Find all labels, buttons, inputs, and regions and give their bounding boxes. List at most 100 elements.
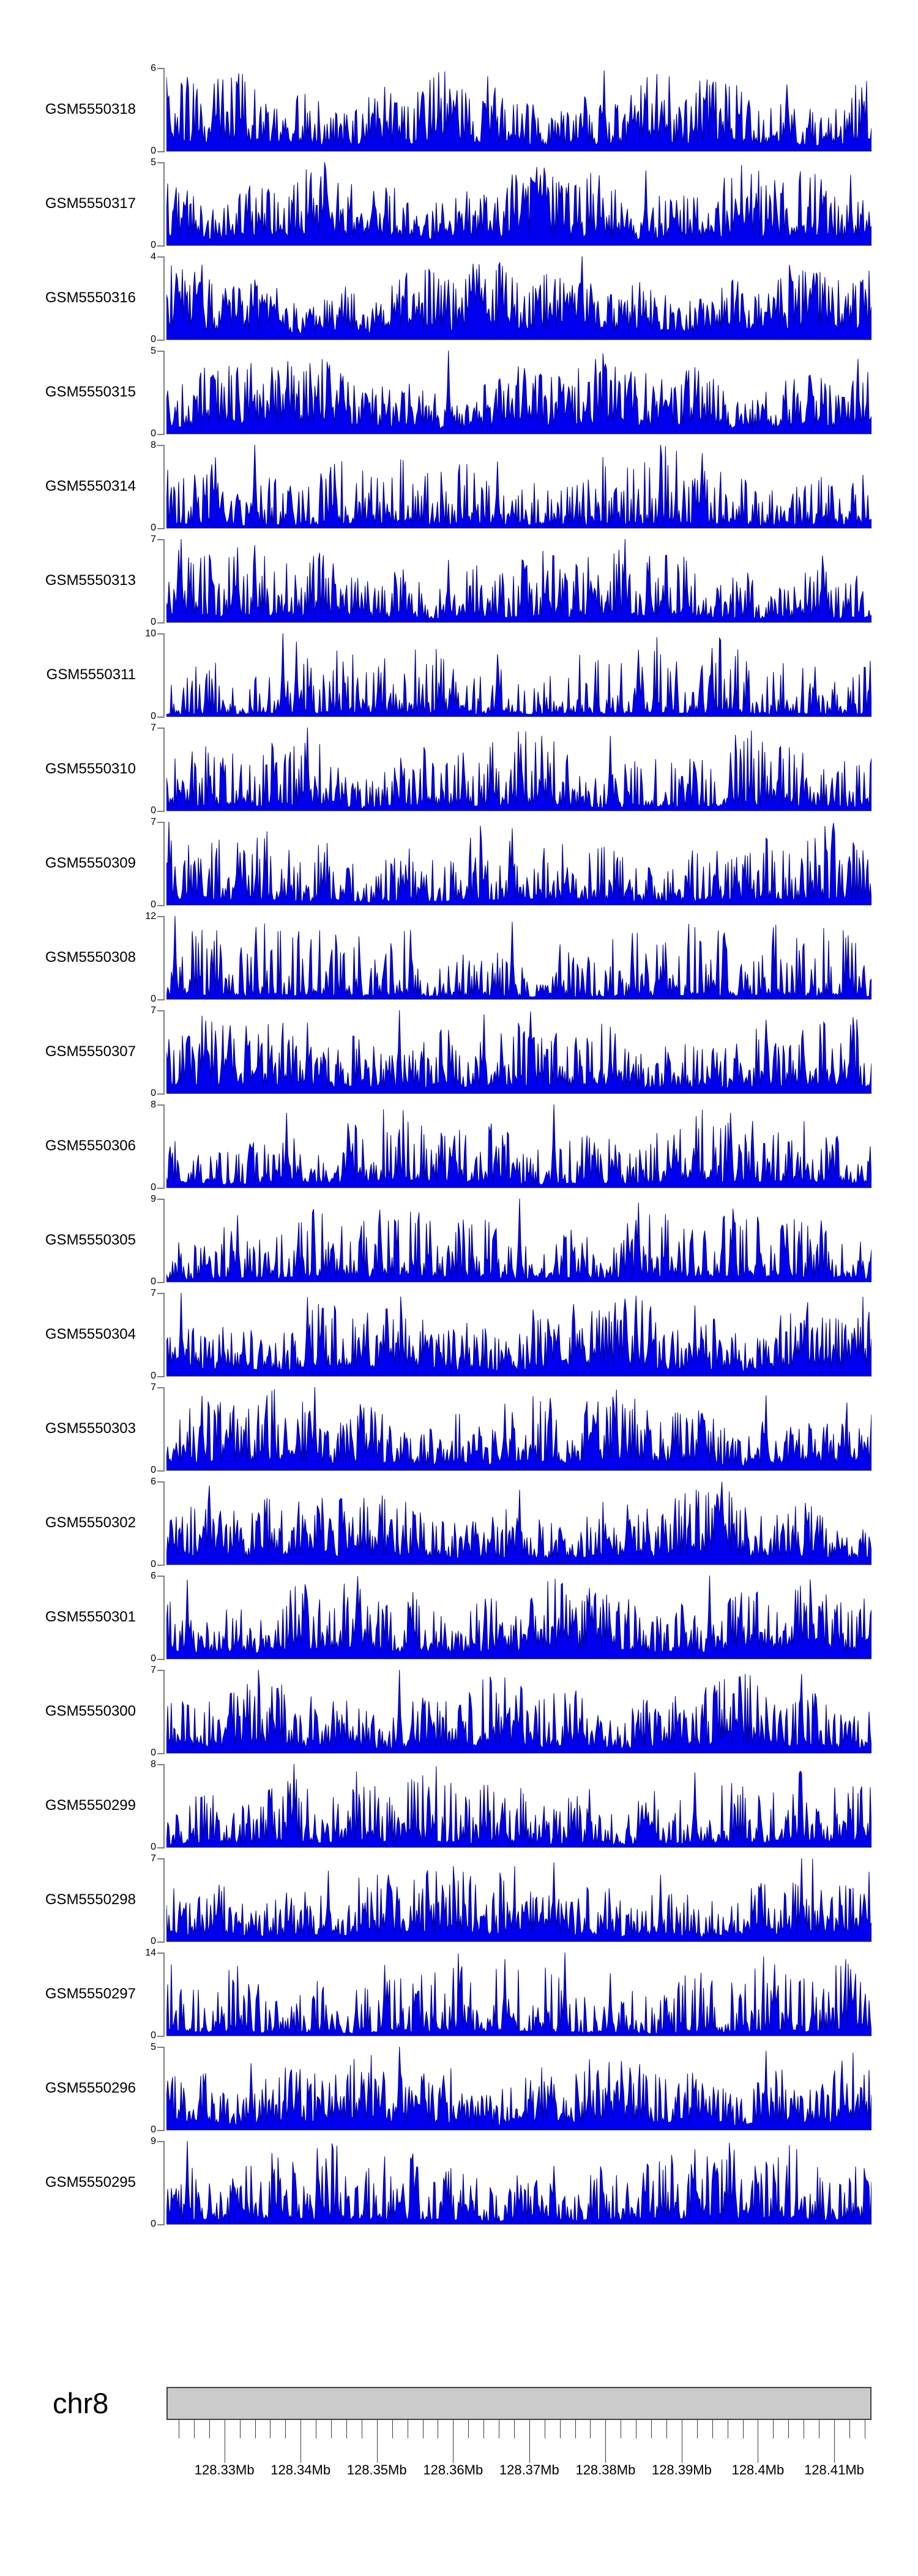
coverage-signal-path: [166, 445, 871, 529]
y-axis-zero-label: 0: [151, 1748, 156, 1758]
coverage-signal-path: [166, 70, 871, 152]
y-axis-bottom-tick: [157, 2130, 163, 2131]
chromosome-ideogram-bar: [166, 2387, 871, 2420]
y-axis-bottom-tick: [157, 434, 163, 435]
y-axis-line: [163, 916, 165, 1000]
y-axis-bottom-tick: [157, 1659, 163, 1660]
y-axis-top-tick: [157, 351, 163, 352]
y-axis-bottom-tick: [157, 2036, 163, 2037]
y-axis-zero-label: 0: [151, 428, 156, 439]
y-axis-zero-label: 0: [151, 523, 156, 533]
y-axis-line: [163, 445, 165, 529]
sample-label: GSM5550300: [45, 1703, 136, 1719]
y-axis-line: [163, 1293, 165, 1377]
sample-label: GSM5550304: [45, 1326, 136, 1342]
sample-label: GSM5550315: [45, 384, 136, 400]
y-axis-line: [163, 1858, 165, 1943]
y-axis-line: [163, 256, 165, 341]
y-axis-max-label: 7: [151, 1853, 156, 1864]
y-axis-zero-label: 0: [151, 994, 156, 1004]
y-axis-top-tick: [157, 445, 163, 446]
y-axis-max-label: 8: [151, 1759, 156, 1770]
sample-label: GSM5550316: [45, 289, 136, 306]
axis-major-tick: [300, 2420, 302, 2463]
coverage-signal-area: [166, 70, 871, 152]
y-axis-max-label: 7: [151, 723, 156, 733]
y-axis-top-tick: [157, 1858, 163, 1859]
y-axis-top-tick: [157, 68, 163, 69]
coverage-signal-path: [166, 1670, 871, 1754]
y-axis-top-tick: [157, 162, 163, 163]
y-axis-line: [163, 1952, 165, 2037]
axis-minor-tick: [575, 2420, 576, 2438]
axis-tick-label: 128.37Mb: [499, 2462, 559, 2477]
y-axis-bottom-tick: [157, 1376, 163, 1377]
y-axis-top-tick: [157, 1764, 163, 1765]
y-axis-zero-label: 0: [151, 1465, 156, 1475]
y-axis-max-label: 4: [151, 251, 156, 262]
axis-minor-tick: [239, 2420, 241, 2438]
coverage-signal-area: [166, 1104, 871, 1188]
y-axis-bottom-tick: [157, 717, 163, 718]
axis-major-tick: [529, 2420, 530, 2463]
y-axis-line: [163, 2141, 165, 2225]
y-axis-top-tick: [157, 1010, 163, 1011]
coverage-signal-path: [166, 2047, 871, 2131]
sample-label: GSM5550313: [45, 572, 136, 589]
axis-minor-tick: [696, 2420, 698, 2438]
y-axis-max-label: 10: [145, 628, 156, 639]
coverage-signal-path: [166, 1858, 871, 1942]
y-axis-line: [163, 822, 165, 906]
sample-label: GSM5550306: [45, 1137, 136, 1154]
y-axis-zero-label: 0: [151, 1371, 156, 1381]
axis-minor-tick: [483, 2420, 485, 2438]
y-axis-bottom-tick: [157, 2224, 163, 2225]
coverage-signal-area: [166, 2047, 871, 2131]
y-axis-bottom-tick: [157, 1188, 163, 1189]
y-axis-bottom-tick: [157, 245, 163, 247]
y-axis-line: [163, 68, 165, 152]
coverage-signal-path: [166, 1199, 871, 1282]
y-axis-bottom-tick: [157, 1470, 163, 1472]
coverage-signal-area: [166, 1764, 871, 1848]
y-axis-max-label: 5: [151, 157, 156, 168]
y-axis-bottom-tick: [157, 999, 163, 1000]
y-axis-zero-label: 0: [151, 899, 156, 910]
coverage-signal-path: [166, 822, 871, 906]
y-axis-top-tick: [157, 1952, 163, 1954]
y-axis-max-label: 8: [151, 1100, 156, 1110]
y-axis-max-label: 7: [151, 1005, 156, 1016]
y-axis-top-tick: [157, 2047, 163, 2048]
sample-label: GSM5550298: [45, 1891, 136, 1908]
coverage-signal-area: [166, 445, 871, 529]
axis-minor-tick: [651, 2420, 652, 2438]
coverage-signal-area: [166, 822, 871, 906]
sample-label: GSM5550302: [45, 1514, 136, 1531]
y-axis-line: [163, 633, 165, 718]
y-axis-bottom-tick: [157, 1753, 163, 1754]
y-axis-line: [163, 162, 165, 247]
coverage-signal-path: [166, 1952, 871, 2036]
coverage-signal-area: [166, 539, 871, 623]
y-axis-bottom-tick: [157, 1093, 163, 1095]
sample-label: GSM5550310: [45, 761, 136, 777]
y-axis-max-label: 7: [151, 817, 156, 827]
y-axis-max-label: 6: [151, 1476, 156, 1487]
y-axis-zero-label: 0: [151, 1182, 156, 1193]
y-axis-zero-label: 0: [151, 1088, 156, 1098]
y-axis-bottom-tick: [157, 622, 163, 624]
y-axis-zero-label: 0: [151, 334, 156, 344]
sample-label: GSM5550311: [46, 666, 136, 683]
sample-label: GSM5550295: [45, 2174, 136, 2191]
coverage-signal-area: [166, 1199, 871, 1282]
y-axis-line: [163, 728, 165, 812]
y-axis-zero-label: 0: [151, 2030, 156, 2041]
sample-label: GSM5550314: [45, 478, 136, 494]
coverage-signal-area: [166, 1576, 871, 1659]
y-axis-line: [163, 1010, 165, 1095]
coverage-signal-path: [166, 1293, 871, 1377]
coverage-signal-path: [166, 256, 871, 340]
sample-label: GSM5550297: [45, 1986, 136, 2002]
axis-major-tick: [605, 2420, 606, 2463]
y-axis-max-label: 14: [145, 1948, 156, 1958]
